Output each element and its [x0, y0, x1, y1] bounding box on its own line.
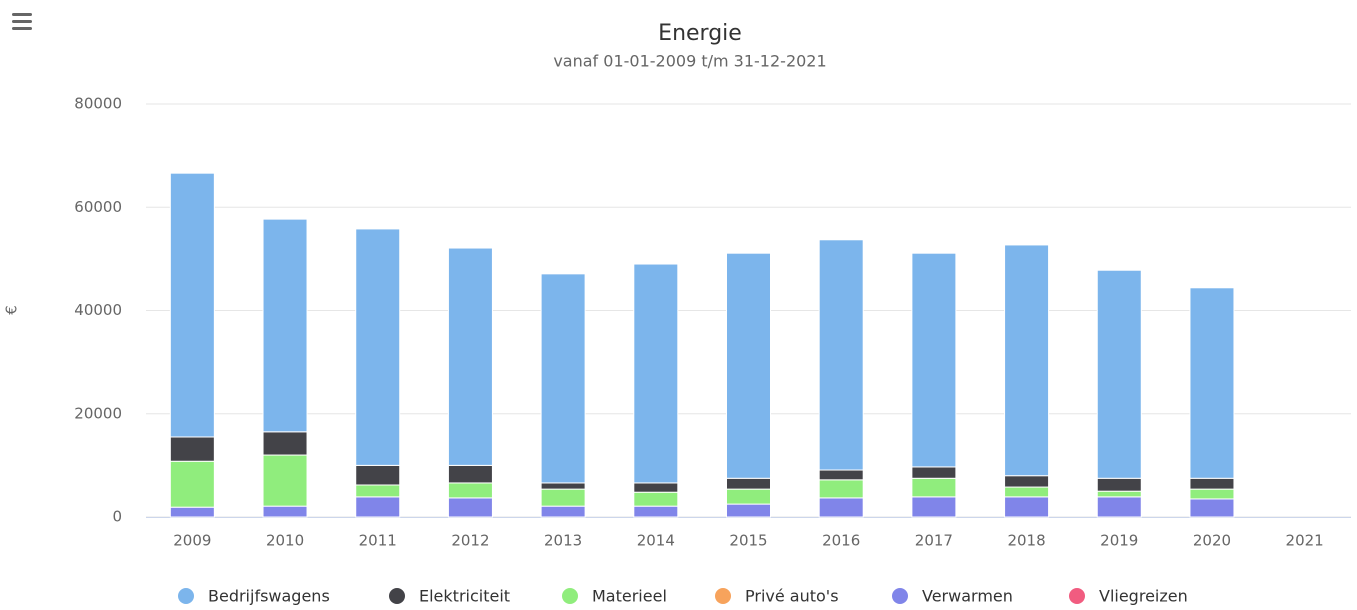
- legend-marker: [178, 588, 194, 604]
- x-tick-label: 2018: [1007, 532, 1045, 550]
- bar-segment: [540, 482, 586, 490]
- bar-segment: [1096, 490, 1142, 498]
- legend-item[interactable]: Materieel: [562, 587, 667, 606]
- legend-label: Vliegreizen: [1099, 587, 1188, 606]
- bar-segment: [818, 479, 864, 499]
- legend-label: Materieel: [592, 587, 667, 606]
- bar-segment: [1004, 475, 1050, 488]
- bar-segment: [726, 477, 771, 490]
- bar-segment: [818, 239, 864, 471]
- x-tick-label: 2009: [173, 532, 211, 550]
- bar-segment: [726, 488, 771, 505]
- menu-bar: [12, 27, 32, 30]
- bar-segment: [633, 263, 679, 484]
- bar-segment: [262, 218, 308, 433]
- bar-segment: [262, 505, 308, 518]
- bar-segment: [540, 488, 586, 507]
- legend-marker: [1069, 588, 1085, 604]
- chart-subtitle: vanaf 01-01-2009 t/m 31-12-2021: [553, 52, 826, 71]
- y-tick-label: 80000: [74, 95, 122, 113]
- bar-segment: [818, 497, 864, 518]
- legend-marker: [389, 588, 405, 604]
- bar-segment: [355, 464, 401, 486]
- bar-segment: [540, 273, 586, 484]
- x-tick-label: 2017: [915, 532, 953, 550]
- x-tick-label: 2015: [729, 532, 767, 550]
- bar-segment: [818, 469, 864, 481]
- bar-segment: [1096, 269, 1142, 479]
- bar-segment: [726, 252, 771, 479]
- menu-button[interactable]: [12, 13, 32, 30]
- bar-segment: [540, 505, 586, 518]
- bar-segment: [355, 228, 401, 466]
- bar-segment: [169, 460, 215, 508]
- legend-label: Verwarmen: [922, 587, 1013, 606]
- x-tick-label: 2011: [359, 532, 397, 550]
- bar-segment: [262, 431, 308, 456]
- y-tick-label: 20000: [74, 404, 122, 422]
- bar-segment: [1096, 496, 1142, 518]
- bar-segment: [447, 482, 493, 499]
- bar-segment: [1189, 498, 1235, 518]
- bar-segment: [911, 252, 957, 468]
- bar-segment: [1004, 496, 1050, 518]
- bar-segment: [169, 506, 215, 518]
- bar-segment: [1189, 287, 1235, 479]
- menu-bar: [12, 13, 32, 16]
- bar-segment: [447, 464, 493, 484]
- bar-segment: [633, 491, 679, 507]
- bar-segment: [633, 482, 679, 493]
- legend-marker: [892, 588, 908, 604]
- bar-segment: [1189, 477, 1235, 490]
- x-tick-label: 2014: [637, 532, 675, 550]
- bar-segment: [447, 497, 493, 518]
- x-tick-label: 2013: [544, 532, 582, 550]
- x-tick-label: 2021: [1286, 532, 1324, 550]
- bar-segment: [1189, 488, 1235, 500]
- legend-label: Elektriciteit: [419, 587, 510, 606]
- y-tick-label: 0: [112, 508, 122, 526]
- legend-marker: [715, 588, 731, 604]
- x-tick-label: 2012: [451, 532, 489, 550]
- legend-item[interactable]: Vliegreizen: [1069, 587, 1188, 606]
- legend-label: Privé auto's: [745, 587, 839, 606]
- legend-item[interactable]: Elektriciteit: [389, 587, 510, 606]
- x-tick-label: 2019: [1100, 532, 1138, 550]
- legend-marker: [562, 588, 578, 604]
- legend-item[interactable]: Verwarmen: [892, 587, 1013, 606]
- x-tick-label: 2010: [266, 532, 304, 550]
- bar-segment: [1096, 477, 1142, 492]
- bar-segment: [1004, 486, 1050, 498]
- bar-segment: [633, 505, 679, 518]
- menu-bar: [12, 20, 32, 23]
- x-tick-label: 2020: [1193, 532, 1231, 550]
- bar-segment: [169, 172, 215, 438]
- bar-segment: [169, 436, 215, 462]
- legend-label: Bedrijfswagens: [208, 587, 330, 606]
- x-tick-label: 2016: [822, 532, 860, 550]
- bar-segment: [447, 247, 493, 466]
- bar-segment: [1004, 244, 1050, 477]
- y-axis-label: €: [3, 305, 21, 315]
- bar-segment: [911, 477, 957, 498]
- bar-segment: [355, 496, 401, 518]
- chart-title: Energie: [658, 21, 742, 46]
- bar-segment: [911, 466, 957, 479]
- bar-segment: [355, 484, 401, 498]
- bar-segment: [262, 454, 308, 507]
- y-tick-label: 60000: [74, 198, 122, 216]
- legend-item[interactable]: Bedrijfswagens: [178, 587, 330, 606]
- bar-segment: [726, 503, 771, 518]
- y-tick-label: 40000: [74, 301, 122, 319]
- legend-item[interactable]: Privé auto's: [715, 587, 839, 606]
- bar-segment: [911, 496, 957, 518]
